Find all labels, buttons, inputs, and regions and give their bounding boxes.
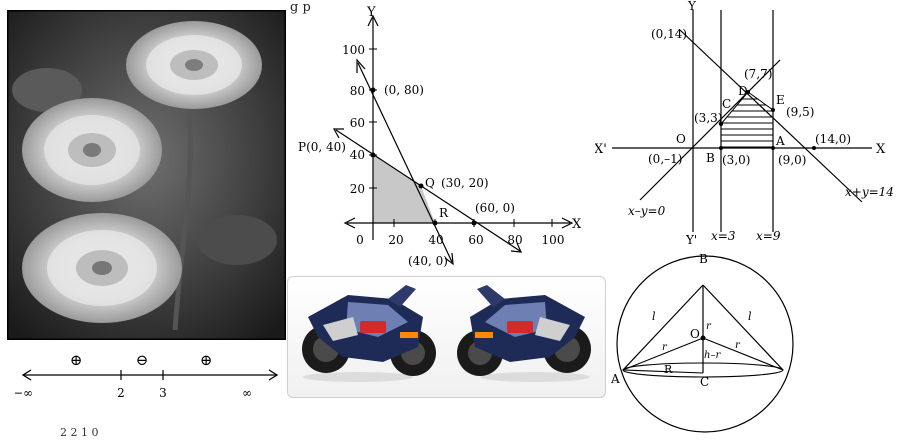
constraint-line-1 xyxy=(357,62,453,263)
cone-in-sphere-diagram: B A C O R r r r h–r l l xyxy=(610,250,905,436)
constraint-line-2 xyxy=(335,129,521,252)
label-o: O xyxy=(690,327,700,341)
x-tick-80: 80 xyxy=(507,233,522,247)
lp-y-axis-label: Y xyxy=(366,5,376,20)
label-9-0: (9,0) xyxy=(778,153,806,167)
tick-pos-infinity: ∞ xyxy=(242,386,252,400)
x-tick-40: 40 xyxy=(428,233,443,247)
point-r xyxy=(432,220,438,226)
point-a xyxy=(771,146,775,150)
label-b: B xyxy=(706,151,715,165)
point-0-80 xyxy=(370,87,376,93)
eq-x-plus-y: x+y=14 xyxy=(845,185,894,199)
radius-o-right xyxy=(702,337,784,371)
label-3-3: (3,3) xyxy=(694,111,722,125)
label-c: C xyxy=(700,375,709,389)
line-x-minus-y xyxy=(639,59,781,201)
eq-x3: x=3 xyxy=(711,229,736,243)
label-d: D xyxy=(738,84,748,98)
sign-plus-2: ⊕ xyxy=(200,351,213,369)
label-r-left: r xyxy=(662,342,668,353)
point-p xyxy=(370,152,376,158)
flower-photo-image xyxy=(5,8,288,342)
label-0-80: (0, 80) xyxy=(384,83,424,97)
label-40-0: (40, 0) xyxy=(408,254,448,268)
point-e xyxy=(771,108,775,112)
x-tick-20: 20 xyxy=(388,233,403,247)
label-p: P(0, 40) xyxy=(298,140,346,154)
x-tick-0: 0 xyxy=(356,233,364,247)
label-9-5: (9,5) xyxy=(786,105,814,119)
slant-left xyxy=(622,284,704,371)
motorbikes-image xyxy=(287,276,606,398)
flower-photo xyxy=(5,8,288,342)
flower-middle xyxy=(22,98,162,202)
lp-x-axis-label: X xyxy=(572,217,582,232)
point-14-0 xyxy=(812,146,816,150)
point-d xyxy=(746,90,750,94)
label-e: E xyxy=(776,93,785,107)
radius-oa xyxy=(622,337,704,371)
eq-x-minus-y: x–y=0 xyxy=(628,204,666,218)
y-tick-20: 20 xyxy=(350,182,365,196)
label-b: B xyxy=(699,252,708,266)
y-tick-80: 80 xyxy=(350,84,365,98)
label-a: A xyxy=(610,372,620,386)
tick-3: 3 xyxy=(159,386,167,400)
base-radius xyxy=(622,369,704,374)
label-l-right: l xyxy=(748,310,752,323)
region-graph: Y Y' X X' O (0,14) (7,7) D C E (3,3) (9,… xyxy=(594,0,900,250)
axis-x-label: X xyxy=(876,142,886,157)
cut-off-text-top: g p xyxy=(290,0,311,15)
label-big-r: R xyxy=(664,363,673,376)
point-c xyxy=(719,122,723,126)
label-r-right: r xyxy=(735,340,741,351)
label-q-coord: (30, 20) xyxy=(441,176,489,190)
x-tick-60: 60 xyxy=(468,233,483,247)
label-r: R xyxy=(439,206,449,220)
origin-label: O xyxy=(676,132,686,146)
cut-off-text-bottom: 2 2 1 0 xyxy=(60,426,99,439)
slant-right xyxy=(702,284,784,371)
label-l-left: l xyxy=(652,310,656,323)
sphere-circle xyxy=(616,255,794,433)
sign-minus: ⊖ xyxy=(136,351,149,369)
label-7-7: (7,7) xyxy=(744,67,772,81)
tick-neg-infinity: −∞ xyxy=(15,386,33,400)
flower-bottom xyxy=(22,213,182,323)
point-q xyxy=(418,183,424,189)
label-3-0: (3,0) xyxy=(722,153,750,167)
center-o xyxy=(700,335,706,341)
feasible-region xyxy=(373,155,435,223)
label-0-14: (0,14) xyxy=(651,27,687,41)
sign-plus-1: ⊕ xyxy=(70,351,83,369)
label-q: Q xyxy=(425,176,435,190)
label-h-minus-r: h–r xyxy=(704,350,721,361)
motorbike-right xyxy=(457,285,591,382)
eq-x9: x=9 xyxy=(756,229,781,243)
sign-chart: ⊕ ⊖ ⊕ −∞ 2 3 ∞ xyxy=(13,345,285,405)
label-c: C xyxy=(722,97,731,111)
label-r-top: r xyxy=(706,321,712,332)
label-14-0: (14,0) xyxy=(815,132,851,146)
axis-x-neg-label: X' xyxy=(595,142,607,157)
lp-graph: Y X 20 40 60 80 100 0 20 40 60 80 100 (0… xyxy=(290,0,590,270)
label-0-minus-1: (0,–1) xyxy=(648,152,682,166)
point-60-0 xyxy=(471,220,477,226)
y-tick-100: 100 xyxy=(342,43,365,57)
tick-2: 2 xyxy=(117,386,125,400)
label-a: A xyxy=(775,134,785,148)
axis-y-neg-label: Y' xyxy=(685,233,697,247)
y-tick-60: 60 xyxy=(350,116,365,130)
label-60-0: (60, 0) xyxy=(475,201,515,215)
x-tick-100: 100 xyxy=(542,233,565,247)
line-x-plus-y xyxy=(679,29,863,203)
axis-y-label: Y xyxy=(687,0,697,13)
motorbike-left xyxy=(302,285,436,382)
y-tick-40: 40 xyxy=(350,148,365,162)
flower-top xyxy=(126,21,262,109)
point-b xyxy=(719,146,723,150)
